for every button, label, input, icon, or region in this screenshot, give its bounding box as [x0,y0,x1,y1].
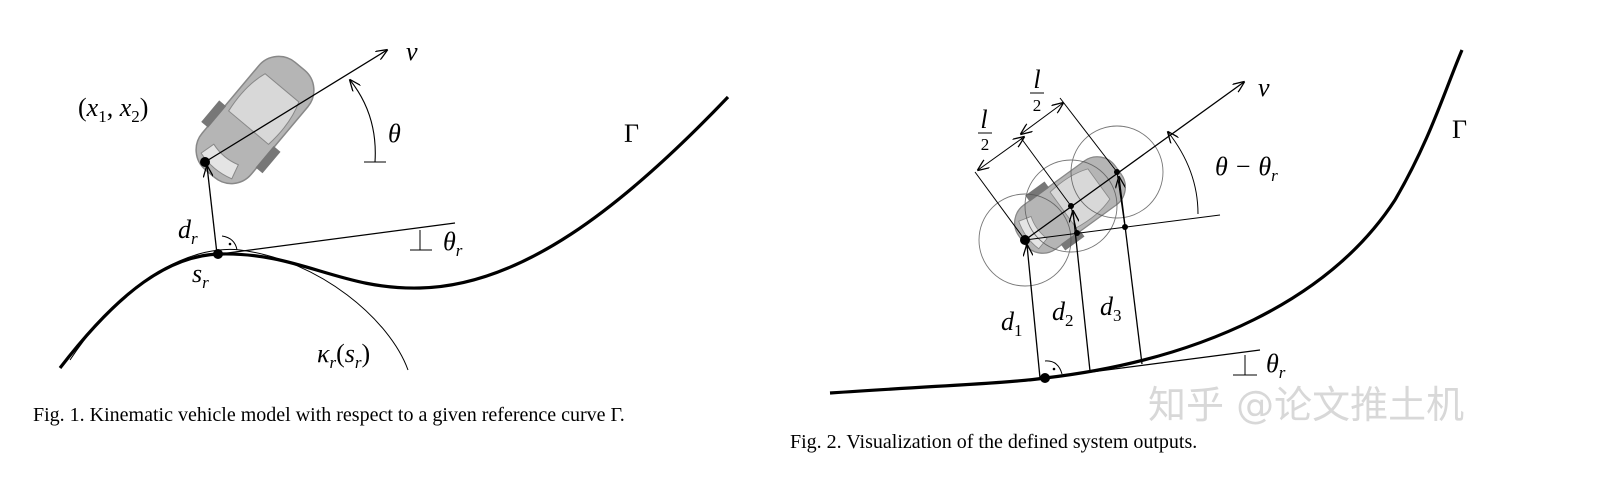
curve-label: Γ [1452,115,1467,144]
curve-label: Γ [624,119,639,148]
kappa-label: κr(sr) [317,339,370,372]
position-label: (x1, x2) [78,93,148,126]
caption: Fig. 2. Visualization of the defined sys… [790,431,1197,453]
half-length-label: l [980,105,987,134]
theta-label: θ [388,119,401,148]
angle-label: θ − θr [1215,152,1278,185]
thetar-label: θr [443,227,463,260]
figure-1: v (x1, x2) θ Γ dr θr sr κr(sr) Fig. 1. K… [33,37,730,426]
dr-label: dr [178,215,198,248]
sr-label: sr [192,259,209,292]
caption: Fig. 1. Kinematic vehicle model with res… [33,404,625,426]
figure-2: l 2 l 2 v Γ θ − θr d1 d2 d3 θr Fig. 2. V… [790,49,1467,453]
watermark: 知乎 @论文推土机 [1148,383,1464,427]
half-length-denominator: 2 [981,135,990,154]
d3-label: d3 [1100,292,1122,325]
half-length-denominator: 2 [1033,96,1042,115]
velocity-label: v [1258,73,1270,102]
thetar-label: θr [1266,349,1286,382]
velocity-label: v [406,37,418,66]
d1-label: d1 [1001,307,1023,340]
half-length-label: l [1033,65,1040,94]
d2-label: d2 [1052,297,1074,330]
